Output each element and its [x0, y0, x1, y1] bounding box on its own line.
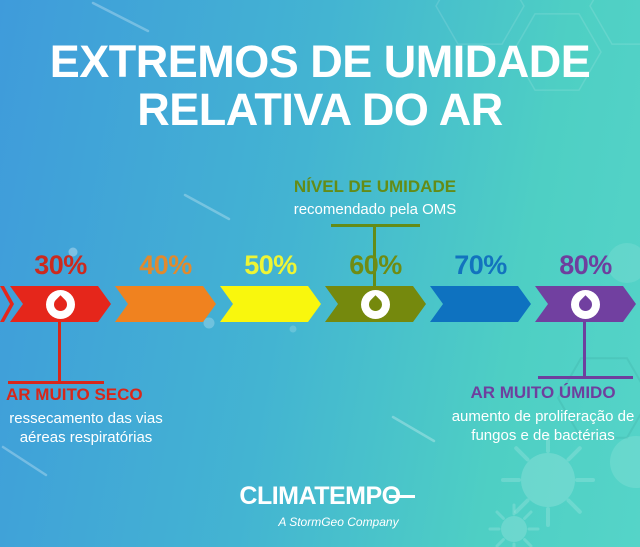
- humid-callout-body: aumento de proliferação de fungos e de b…: [450, 407, 636, 445]
- scale-label-30: 30%: [34, 250, 87, 280]
- hexagon-outline-icon: [556, 357, 640, 439]
- logo-dash-icon: [388, 495, 415, 498]
- brand-tagline: A StormGeo Company: [278, 515, 399, 529]
- humid-connector-horizontal: [538, 376, 633, 379]
- scale-segment-40: [115, 286, 216, 322]
- scale-segment-60: [325, 286, 426, 322]
- diagonal-line-icon: [1, 1, 436, 477]
- scale-labels: 30% 40% 50% 60% 70% 80%: [10, 248, 636, 282]
- scale-label-80: 80%: [559, 250, 612, 280]
- droplet-icon-60: [361, 290, 390, 319]
- dry-connector-horizontal: [8, 381, 104, 384]
- scale-label-60: 60%: [349, 250, 402, 280]
- humid-connector-vertical: [583, 320, 586, 378]
- title-line-1: EXTREMOS DE UMIDADE: [49, 36, 591, 87]
- droplet-shape-30: [51, 295, 69, 313]
- dry-connector-vertical: [58, 316, 61, 383]
- dry-callout-body: ressecamento das vias aéreas respiratóri…: [0, 409, 172, 447]
- humid-callout: AR MUITO ÚMIDO aumento de proliferação d…: [450, 383, 636, 445]
- page-title: EXTREMOS DE UMIDADE RELATIVA DO AR: [0, 38, 640, 134]
- brand-text: CLIMATEMPO: [239, 482, 401, 510]
- oms-callout-subheading: recomendado pela OMS: [293, 201, 457, 218]
- virus-small-icon: [488, 503, 540, 547]
- scale-segment-80: [535, 286, 636, 322]
- scale-segment-50: [220, 286, 321, 322]
- climatempo-logo: CLIMATEMPO: [239, 482, 415, 510]
- droplet-icon-80: [571, 290, 600, 319]
- dry-body-line-1: ressecamento das vias: [9, 410, 163, 427]
- oms-callout-heading: NÍVEL DE UMIDADE: [293, 177, 457, 196]
- dry-callout-heading: AR MUITO SECO: [6, 385, 143, 404]
- scale-label-70: 70%: [454, 250, 507, 280]
- humid-body-line-1: aumento de proliferação de: [451, 408, 635, 425]
- virus-icon: [501, 433, 595, 527]
- humid-body-line-2: fungos e de bactérias: [471, 427, 615, 444]
- scale-bar: [10, 286, 636, 322]
- footer-brand-block: CLIMATEMPO A StormGeo Company: [239, 482, 415, 529]
- scale-segment-70: [430, 286, 531, 322]
- footer: CLIMATEMPO A StormGeo Company: [0, 482, 640, 531]
- scale-label-40: 40%: [139, 250, 192, 280]
- dry-callout: AR MUITO SECO ressecamento das vias aére…: [0, 385, 172, 447]
- oms-connector-vertical: [373, 224, 376, 293]
- title-line-2: RELATIVA DO AR: [137, 84, 503, 135]
- scale-label-50: 50%: [244, 250, 297, 280]
- droplet-icon-30: [46, 290, 75, 319]
- droplet-shape-80: [576, 295, 594, 313]
- droplet-shape-60: [366, 295, 384, 313]
- humid-callout-heading: AR MUITO ÚMIDO: [470, 383, 616, 402]
- oms-callout: NÍVEL DE UMIDADE recomendado pela OMS: [240, 177, 510, 219]
- scale-segment-30: [10, 286, 111, 322]
- dry-body-line-2: aéreas respiratórias: [19, 429, 153, 446]
- sparkle-dot-icon: [68, 243, 640, 488]
- hexagon-pattern-icon: [435, 0, 640, 91]
